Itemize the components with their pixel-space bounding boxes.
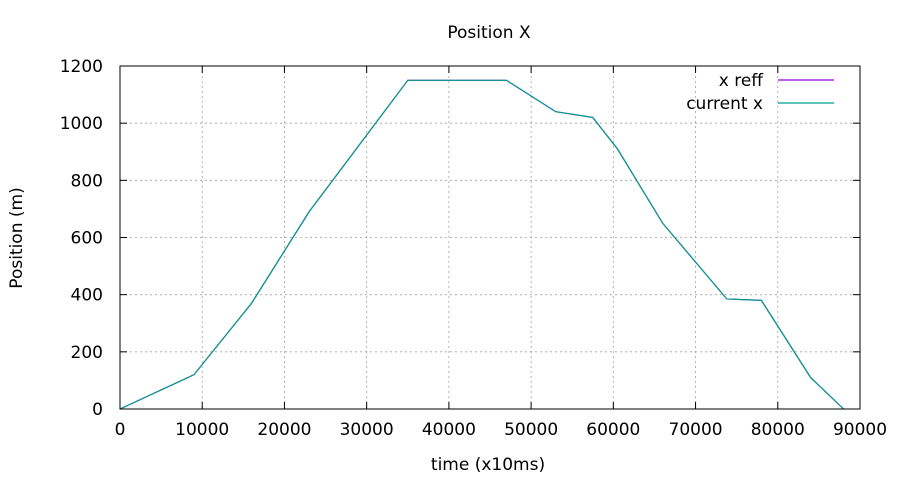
axis-ticks: 0 10000 20000 30000 40000 50000 60000 70000 8000… <box>60 57 887 440</box>
y-tick-label: 200 <box>71 343 103 363</box>
x-tick-label: 50000 <box>504 420 558 440</box>
y-tick-label: 0 <box>92 400 103 420</box>
y-tick-label: 600 <box>71 229 103 249</box>
legend: x reff current x <box>686 71 834 114</box>
y-tick-label: 1000 <box>60 114 103 134</box>
x-tick-label: 10000 <box>175 420 229 440</box>
x-tick-label: 30000 <box>340 420 394 440</box>
x-tick-label: 80000 <box>751 420 805 440</box>
x-tick-label: 0 <box>115 420 126 440</box>
series-line-current-x <box>119 79 844 410</box>
y-axis-label: Position (m) <box>7 187 27 288</box>
series-line-x-reff <box>119 79 844 410</box>
x-tick-label: 70000 <box>669 420 723 440</box>
y-tick-label: 800 <box>71 171 103 191</box>
y-tick-label: 1200 <box>60 57 103 77</box>
legend-label-current-x: current x <box>686 94 763 114</box>
legend-label-x-reff: x reff <box>719 71 765 91</box>
x-tick-label: 60000 <box>586 420 640 440</box>
y-tick-label: 400 <box>71 286 103 306</box>
series-lines <box>119 79 844 410</box>
x-axis-label: time (x10ms) <box>431 455 545 475</box>
x-tick-label: 90000 <box>833 420 887 440</box>
x-tick-label: 20000 <box>257 420 311 440</box>
x-tick-label: 40000 <box>422 420 476 440</box>
chart-title: Position X <box>447 23 531 43</box>
grid <box>120 66 860 409</box>
